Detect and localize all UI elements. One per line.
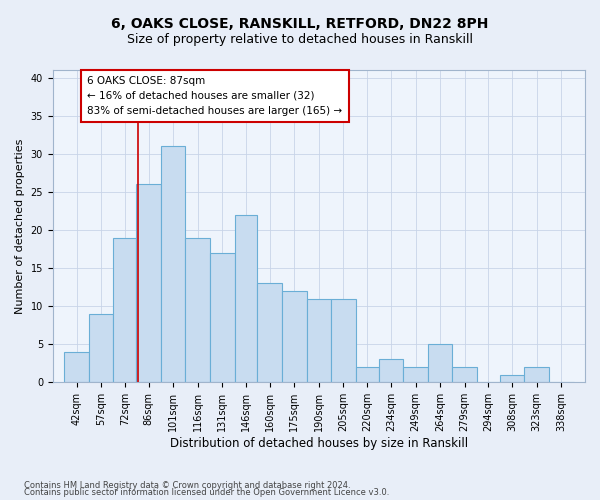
Bar <box>331 298 356 382</box>
Bar <box>403 367 428 382</box>
Bar <box>64 352 89 382</box>
Bar <box>113 238 136 382</box>
Y-axis label: Number of detached properties: Number of detached properties <box>15 138 25 314</box>
Bar <box>356 367 379 382</box>
Bar <box>185 238 210 382</box>
Bar <box>89 314 113 382</box>
Bar <box>428 344 452 383</box>
Bar <box>257 284 282 382</box>
Bar <box>524 367 549 382</box>
Text: Contains public sector information licensed under the Open Government Licence v3: Contains public sector information licen… <box>24 488 389 497</box>
Bar <box>500 374 524 382</box>
Bar <box>210 253 235 382</box>
Bar <box>235 214 257 382</box>
Bar <box>161 146 185 382</box>
Text: 6 OAKS CLOSE: 87sqm
← 16% of detached houses are smaller (32)
83% of semi-detach: 6 OAKS CLOSE: 87sqm ← 16% of detached ho… <box>87 76 342 116</box>
Bar <box>307 298 331 382</box>
Text: 6, OAKS CLOSE, RANSKILL, RETFORD, DN22 8PH: 6, OAKS CLOSE, RANSKILL, RETFORD, DN22 8… <box>112 18 488 32</box>
X-axis label: Distribution of detached houses by size in Ranskill: Distribution of detached houses by size … <box>170 437 468 450</box>
Bar <box>282 291 307 382</box>
Bar <box>379 360 403 382</box>
Text: Size of property relative to detached houses in Ranskill: Size of property relative to detached ho… <box>127 32 473 46</box>
Bar <box>136 184 161 382</box>
Bar <box>452 367 477 382</box>
Text: Contains HM Land Registry data © Crown copyright and database right 2024.: Contains HM Land Registry data © Crown c… <box>24 480 350 490</box>
